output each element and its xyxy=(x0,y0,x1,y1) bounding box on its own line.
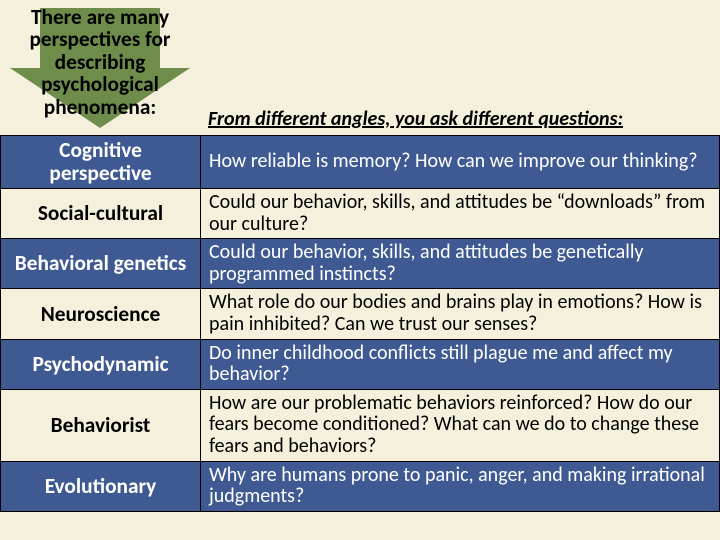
table-row: BehavioristHow are our problematic behav… xyxy=(1,389,720,461)
table-row: PsychodynamicDo inner childhood conflict… xyxy=(1,339,720,389)
question-cell: Why are humans prone to panic, anger, an… xyxy=(201,461,720,511)
question-cell: Do inner childhood conflicts still plagu… xyxy=(201,339,720,389)
table-row: NeuroscienceWhat role do our bodies and … xyxy=(1,289,720,339)
question-cell: Could our behavior, skills, and attitude… xyxy=(201,189,720,239)
header-region: There are many perspectives for describi… xyxy=(0,0,720,135)
perspectives-table: Cognitive perspectiveHow reliable is mem… xyxy=(0,135,720,512)
perspective-cell: Psychodynamic xyxy=(1,339,201,389)
perspective-cell: Social-cultural xyxy=(1,189,201,239)
intro-block: There are many perspectives for describi… xyxy=(0,0,200,135)
subtitle: From different angles, you ask different… xyxy=(200,107,720,135)
question-cell: How are our problematic behaviors reinfo… xyxy=(201,389,720,461)
intro-text: There are many perspectives for describi… xyxy=(12,6,188,118)
table-row: Social-culturalCould our behavior, skill… xyxy=(1,189,720,239)
perspective-cell: Behaviorist xyxy=(1,389,201,461)
question-cell: Could our behavior, skills, and attitude… xyxy=(201,239,720,289)
perspective-cell: Evolutionary xyxy=(1,461,201,511)
question-cell: What role do our bodies and brains play … xyxy=(201,289,720,339)
perspective-cell: Neuroscience xyxy=(1,289,201,339)
perspective-cell: Cognitive perspective xyxy=(1,136,201,189)
table-row: Behavioral geneticsCould our behavior, s… xyxy=(1,239,720,289)
question-cell: How reliable is memory? How can we impro… xyxy=(201,136,720,189)
table-row: EvolutionaryWhy are humans prone to pani… xyxy=(1,461,720,511)
table-row: Cognitive perspectiveHow reliable is mem… xyxy=(1,136,720,189)
perspective-cell: Behavioral genetics xyxy=(1,239,201,289)
